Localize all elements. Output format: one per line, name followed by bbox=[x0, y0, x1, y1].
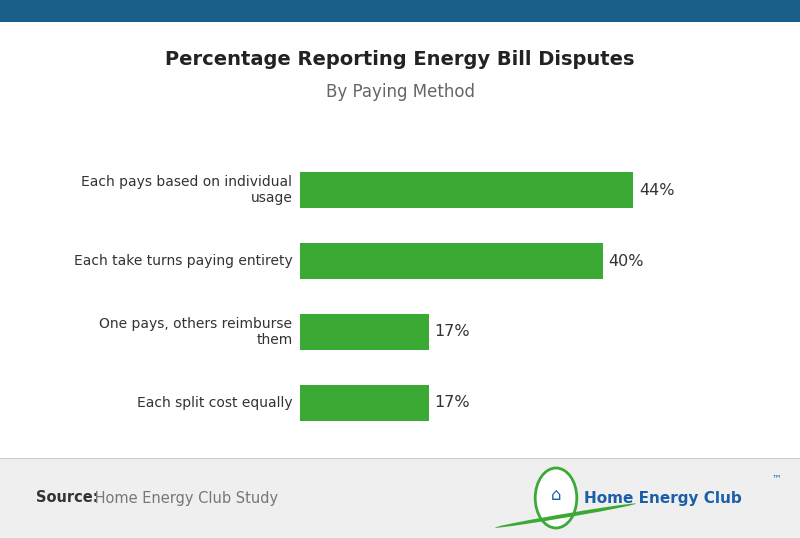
Text: By Paying Method: By Paying Method bbox=[326, 83, 474, 101]
Text: Home Energy Club Study: Home Energy Club Study bbox=[90, 491, 278, 506]
Bar bbox=[300, 314, 429, 350]
Bar bbox=[300, 172, 633, 208]
Text: Each pays based on individual
usage: Each pays based on individual usage bbox=[82, 175, 293, 205]
Text: ™: ™ bbox=[772, 473, 782, 483]
Text: Home Energy Club: Home Energy Club bbox=[584, 491, 742, 506]
Text: Percentage Reporting Energy Bill Disputes: Percentage Reporting Energy Bill Dispute… bbox=[166, 50, 634, 69]
Text: 40%: 40% bbox=[609, 253, 644, 268]
Text: One pays, others reimburse
them: One pays, others reimburse them bbox=[99, 317, 293, 347]
Text: Source:: Source: bbox=[36, 491, 98, 506]
Text: Each split cost equally: Each split cost equally bbox=[137, 396, 293, 410]
Text: 44%: 44% bbox=[639, 182, 674, 197]
Ellipse shape bbox=[535, 468, 577, 528]
Text: 17%: 17% bbox=[434, 324, 470, 339]
Text: 17%: 17% bbox=[434, 395, 470, 410]
Bar bbox=[300, 385, 429, 421]
Text: ⌂: ⌂ bbox=[550, 486, 562, 504]
Text: Each take turns paying entirety: Each take turns paying entirety bbox=[74, 254, 293, 268]
Bar bbox=[300, 243, 602, 279]
Ellipse shape bbox=[495, 504, 636, 528]
